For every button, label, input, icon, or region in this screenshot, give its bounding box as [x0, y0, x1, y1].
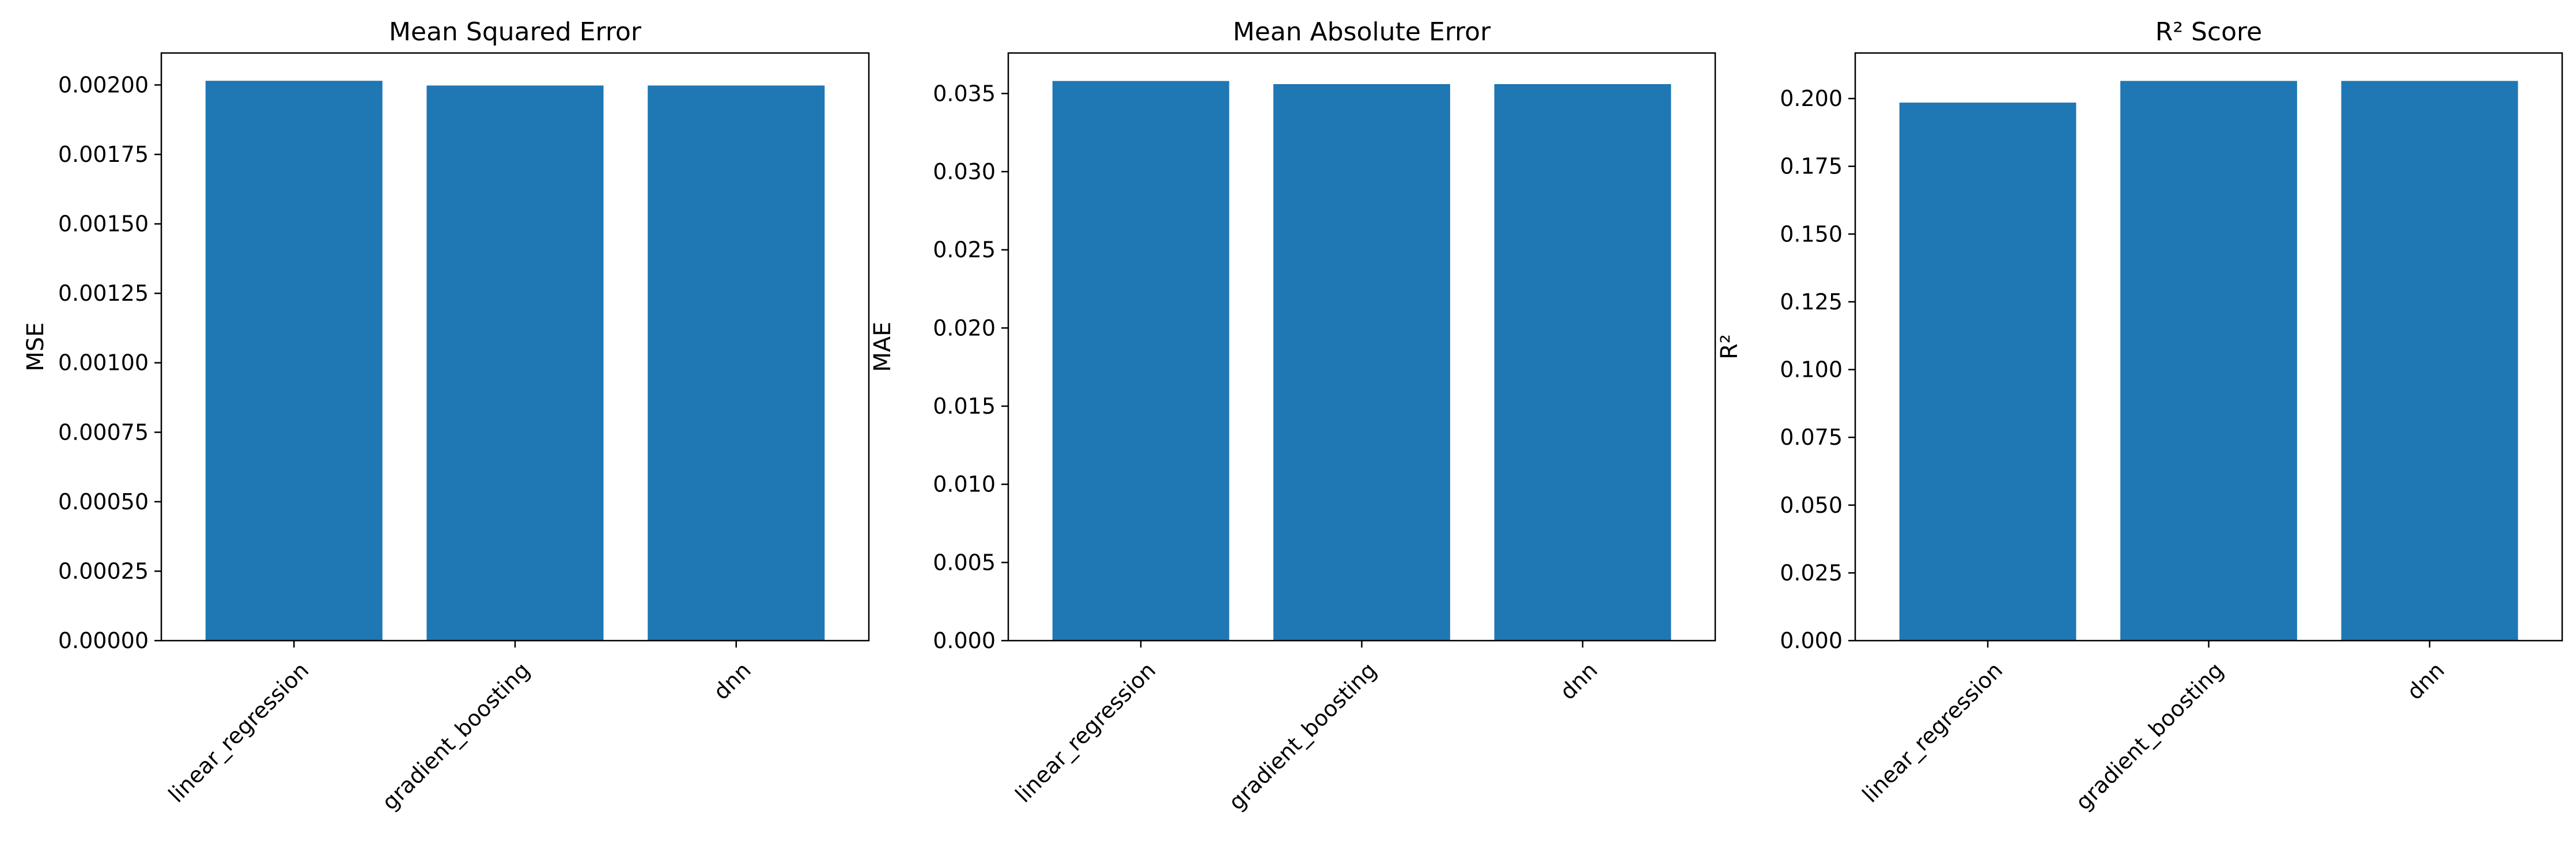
bar-linear_regression [205, 81, 383, 641]
y-axis-label: MAE [869, 321, 896, 372]
y-axis-label: MSE [22, 322, 49, 371]
y-tick-label: 0.025 [933, 237, 996, 263]
y-tick-label: 0.00075 [58, 419, 149, 445]
y-tick-label: 0.030 [933, 159, 996, 184]
y-tick-label: 0.015 [933, 393, 996, 419]
bar-gradient_boosting [426, 85, 604, 641]
y-tick-label: 0.00000 [58, 628, 149, 653]
chart-title: Mean Squared Error [389, 17, 642, 47]
y-tick-label: 0.125 [1780, 289, 1843, 315]
y-tick-label: 0.00025 [58, 558, 149, 584]
bar-linear_regression [1052, 81, 1230, 641]
y-tick-label: 0.020 [933, 315, 996, 340]
y-tick-label: 0.000 [1780, 628, 1843, 653]
chart-title: Mean Absolute Error [1233, 17, 1491, 47]
y-tick-label: 0.200 [1780, 86, 1843, 111]
bar-dnn [648, 85, 825, 641]
y-tick-label: 0.025 [1780, 560, 1843, 585]
y-tick-label: 0.010 [933, 472, 996, 497]
y-tick-label: 0.100 [1780, 357, 1843, 383]
bar-gradient_boosting [1273, 84, 1450, 641]
y-tick-label: 0.005 [933, 550, 996, 575]
bar-gradient_boosting [2120, 81, 2297, 641]
y-tick-label: 0.00175 [58, 142, 149, 167]
bar-dnn [1494, 84, 1671, 641]
y-tick-label: 0.175 [1780, 154, 1843, 179]
y-axis-label: R² [1716, 334, 1743, 359]
chart-title: R² Score [2155, 17, 2262, 47]
y-tick-label: 0.000 [933, 628, 996, 653]
y-tick-label: 0.00050 [58, 489, 149, 514]
bar-dnn [2341, 81, 2518, 641]
bar-linear_regression [1899, 103, 2076, 641]
y-tick-label: 0.00125 [58, 281, 149, 306]
y-tick-label: 0.00100 [58, 350, 149, 376]
y-tick-label: 0.075 [1780, 425, 1843, 450]
y-tick-label: 0.00200 [58, 72, 149, 97]
y-tick-label: 0.050 [1780, 493, 1843, 518]
y-tick-label: 0.150 [1780, 221, 1843, 247]
y-tick-label: 0.00150 [58, 211, 149, 237]
y-tick-label: 0.035 [933, 81, 996, 106]
